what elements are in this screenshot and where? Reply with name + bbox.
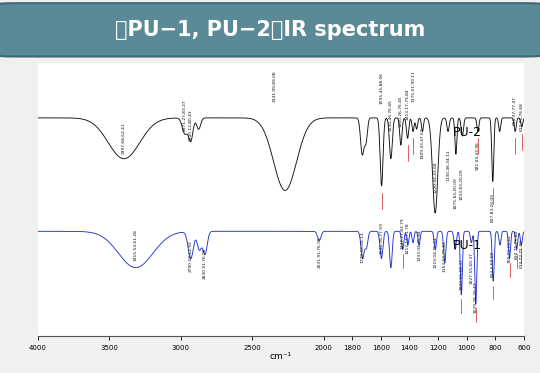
Text: 1153.04,75.84: 1153.04,75.84 <box>443 240 447 272</box>
Text: 1596.76,77.59: 1596.76,77.59 <box>380 222 383 254</box>
Text: 1333.04,75.84: 1333.04,75.84 <box>417 229 421 261</box>
Text: 814.6,68.68: 814.6,68.68 <box>491 251 495 277</box>
Text: 650.71,75.88: 650.71,75.88 <box>515 229 518 258</box>
Text: 2031.91,76.98: 2031.91,76.98 <box>318 236 321 268</box>
Text: PU-1: PU-1 <box>453 239 481 253</box>
Text: 2971.27,83.27: 2971.27,83.27 <box>183 100 187 132</box>
Text: 1530.46,76.45: 1530.46,76.45 <box>389 100 393 132</box>
Text: 1375.01,99.11: 1375.01,99.11 <box>411 70 415 102</box>
Text: 1309.43,47.62: 1309.43,47.62 <box>421 127 424 159</box>
Text: 2790.58,62.92: 2790.58,62.92 <box>189 241 193 272</box>
Text: 1075.83,20.09: 1075.83,20.09 <box>454 177 458 209</box>
Text: 612.76,76.68: 612.76,76.68 <box>520 103 524 132</box>
Text: 1728.68,68.13: 1728.68,68.13 <box>361 232 365 263</box>
Text: 2830.91,76.98: 2830.91,76.98 <box>203 247 207 279</box>
Text: 2341.99,89.08: 2341.99,89.08 <box>273 70 277 102</box>
Text: 1460.26,76.45: 1460.26,76.45 <box>399 95 403 127</box>
Text: PU-2: PU-2 <box>453 126 481 139</box>
Text: 1413.17,79.84: 1413.17,79.84 <box>406 88 409 120</box>
Text: 3315.53,61.28: 3315.53,61.28 <box>134 229 138 261</box>
Text: 921.03,33.96: 921.03,33.96 <box>476 141 480 170</box>
Text: 1029.28,20.47: 1029.28,20.47 <box>474 281 478 313</box>
Text: 700.72,74.62: 700.72,74.62 <box>508 234 511 263</box>
Text: 2930.12,80.43: 2930.12,80.43 <box>189 109 193 141</box>
Text: 1219.04,75.84: 1219.04,75.84 <box>433 236 437 268</box>
Text: 〈PU−1, PU−2〉IR spectrum: 〈PU−1, PU−2〉IR spectrum <box>115 20 425 40</box>
Text: 1413.14,71.78: 1413.14,71.78 <box>406 222 410 254</box>
X-axis label: cm⁻¹: cm⁻¹ <box>270 352 292 361</box>
Text: 817.83,20.09: 817.83,20.09 <box>491 193 495 222</box>
Text: 660.37,77.47: 660.37,77.47 <box>513 96 517 125</box>
Text: 1033.83,20.09: 1033.83,20.09 <box>460 168 464 200</box>
Text: 1595.45,88.06: 1595.45,88.06 <box>380 72 383 104</box>
Text: 614.72,71.88: 614.72,71.88 <box>519 239 523 268</box>
Text: 1447.27,83.79: 1447.27,83.79 <box>401 218 404 250</box>
Text: 1027.55,60.37: 1027.55,60.37 <box>469 252 474 283</box>
Text: 1130.46,34.11: 1130.46,34.11 <box>446 150 450 181</box>
Text: 3397.68,62.41: 3397.68,62.41 <box>122 123 126 154</box>
FancyBboxPatch shape <box>0 3 540 56</box>
Text: 1037.55,68.37: 1037.55,68.37 <box>460 258 463 290</box>
Text: 1220.44,43.68: 1220.44,43.68 <box>433 161 437 193</box>
